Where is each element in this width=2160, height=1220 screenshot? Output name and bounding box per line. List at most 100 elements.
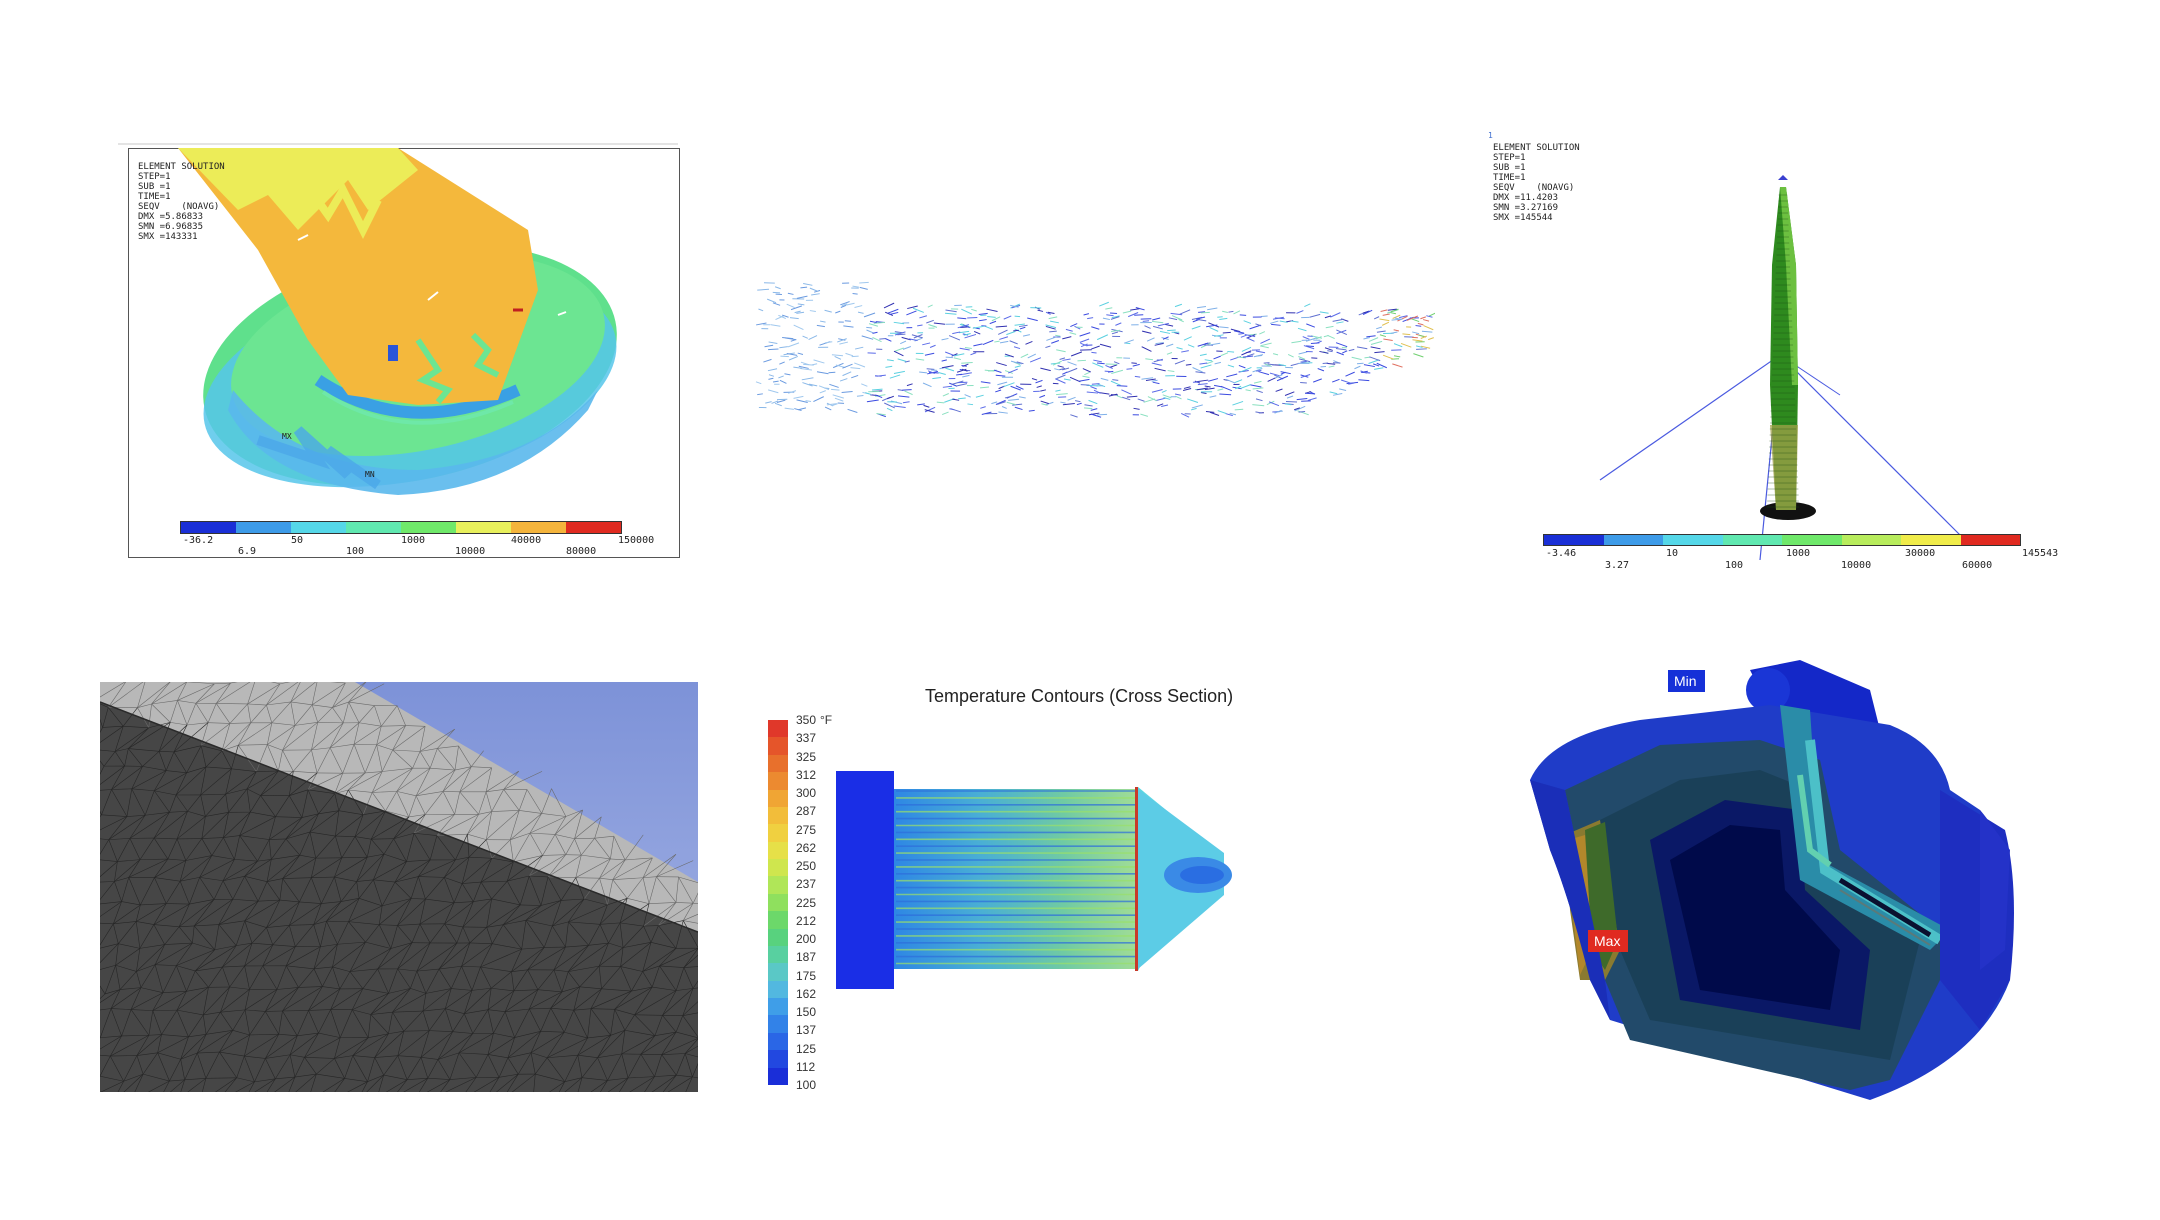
legend-label: 350: [796, 713, 817, 727]
tick-bottom-2: 10000: [1841, 560, 1872, 571]
legend-label: 262: [796, 840, 817, 855]
legend-label: 237: [796, 877, 817, 892]
tick-bottom-3: 60000: [1962, 560, 1993, 571]
info-line: DMX =5.86833: [138, 212, 204, 222]
legend-label: 312: [796, 767, 817, 782]
legend-swatch: [768, 824, 788, 842]
color-bar: [1543, 534, 2021, 546]
vector-field-plot: [755, 281, 1435, 418]
info-line: SEQV (NOAVG): [138, 202, 220, 212]
mesh-plot: [100, 682, 698, 1092]
info-line: SUB =1: [1493, 163, 1526, 173]
legend-swatch: [768, 893, 788, 912]
legend-swatch: [768, 1032, 788, 1051]
tick-top-3: 40000: [511, 535, 542, 546]
legend-labels: 350 337 325 312 300 287 275 262 250 237 225 212 200 1…: [796, 713, 876, 1093]
max-marker: Max: [1588, 930, 1629, 952]
legend-swatch: [768, 720, 788, 738]
info-line: ELEMENT SOLUTION: [1493, 143, 1580, 153]
min-marker: Min: [1668, 670, 1705, 692]
legend-label: 100: [796, 1078, 817, 1092]
color-bar-segment: [566, 522, 621, 533]
info-line: SMN =6.96835: [138, 222, 204, 232]
legend-bar: [768, 720, 788, 1085]
window-number: 1: [1488, 131, 1493, 140]
legend-swatch: [768, 789, 788, 807]
legend-swatch: [768, 806, 788, 825]
panel-tower-stress: 1 ELEMENT SOLUTION STEP=1 SUB =1 TIME=1 SEQV…: [1480, 125, 2080, 585]
legend-unit: °F: [820, 713, 833, 727]
tick-bottom-1: 100: [1725, 560, 1744, 571]
tick-bottom-2: 10000: [455, 546, 486, 557]
info-line: ELEMENT SOLUTION: [138, 162, 225, 172]
legend-label: 300: [796, 786, 817, 800]
tick-top-1: 10: [1666, 548, 1679, 559]
tick-top-4: 150000: [618, 535, 655, 546]
info-line: SMX =143331: [138, 232, 198, 242]
chart-title: Temperature Contours (Cross Section): [925, 686, 1234, 706]
tick-top-4: 145543: [2022, 548, 2059, 559]
legend-label: 212: [796, 913, 817, 928]
legend-swatch: [768, 945, 788, 964]
tick-bottom-1: 100: [346, 546, 365, 557]
tick-top-2: 1000: [401, 535, 426, 546]
color-bar-segment: [1603, 535, 1663, 545]
tick-bottom-0: 3.27: [1605, 560, 1630, 571]
panel-mesh: [100, 682, 698, 1092]
info-line: SMX =145544: [1493, 213, 1553, 223]
panel-3d-stress: Min Max: [1510, 650, 2110, 1130]
tick-top-1: 50: [291, 535, 304, 546]
legend-swatch: [768, 737, 788, 755]
legend-label: 187: [796, 950, 817, 965]
solution-info: ELEMENT SOLUTION STEP=1 SUB =1 TIME=1 SEQV (…: [1493, 143, 1580, 223]
info-line: STEP=1: [1493, 153, 1526, 163]
tick-top-0: -3.46: [1546, 548, 1577, 559]
color-bar-segment: [1722, 535, 1782, 545]
panel-temperature-contours: Temperature Contours (Cross Section) 350…: [750, 675, 1450, 1105]
legend-swatch: [768, 911, 788, 929]
panel-top-line: [118, 143, 678, 145]
mn-label: MN: [365, 470, 375, 479]
info-line: TIME=1: [1493, 173, 1526, 183]
legend-label: 337: [796, 731, 817, 746]
legend-label: 175: [796, 968, 817, 983]
tick-top-2: 1000: [1786, 548, 1811, 559]
legend-swatch: [768, 876, 788, 894]
legend-label: 112: [796, 1059, 816, 1074]
mx-label: MX: [282, 432, 292, 441]
legend-swatch: [768, 1050, 788, 1068]
heat-exchanger-plot: [836, 771, 1232, 989]
color-bar-segment: [291, 522, 346, 533]
color-bar-segment: [1782, 535, 1842, 545]
legend-swatch: [768, 998, 788, 1016]
legend-swatch: [768, 1067, 788, 1085]
legend-label: 325: [796, 749, 817, 764]
legend-swatch: [768, 841, 788, 859]
legend-label: 200: [796, 932, 817, 946]
legend-label: 275: [796, 822, 817, 837]
info-line: TIME=1: [138, 192, 171, 202]
color-bar-segment: [456, 522, 511, 533]
color-bar-segment: [1960, 535, 2020, 545]
legend-label: 250: [796, 859, 817, 873]
3d-part-model: [1530, 660, 2014, 1100]
legend-swatch: [768, 928, 788, 946]
info-line: STEP=1: [138, 172, 171, 182]
legend-swatch: [768, 963, 788, 981]
legend-label: 225: [796, 895, 817, 910]
color-bar-segment: [181, 522, 236, 533]
legend-label: 137: [796, 1023, 817, 1038]
tower-model: [1599, 175, 1971, 561]
legend-swatch: [768, 859, 788, 877]
info-line: SUB =1: [138, 182, 171, 192]
solution-info: ELEMENT SOLUTION STEP=1 SUB =1 TIME=1 SEQV (…: [138, 162, 225, 242]
panel-vector-field: [755, 270, 1435, 430]
color-bar-segment: [401, 522, 456, 533]
color-bar: [180, 521, 622, 534]
tick-bottom-0: 6.9: [238, 546, 257, 557]
color-bar-segment: [511, 522, 566, 533]
tick-bottom-3: 80000: [566, 546, 597, 557]
legend-label: 150: [796, 1005, 817, 1019]
info-line: DMX =11.4203: [1493, 193, 1559, 203]
color-bar-segment: [1841, 535, 1901, 545]
